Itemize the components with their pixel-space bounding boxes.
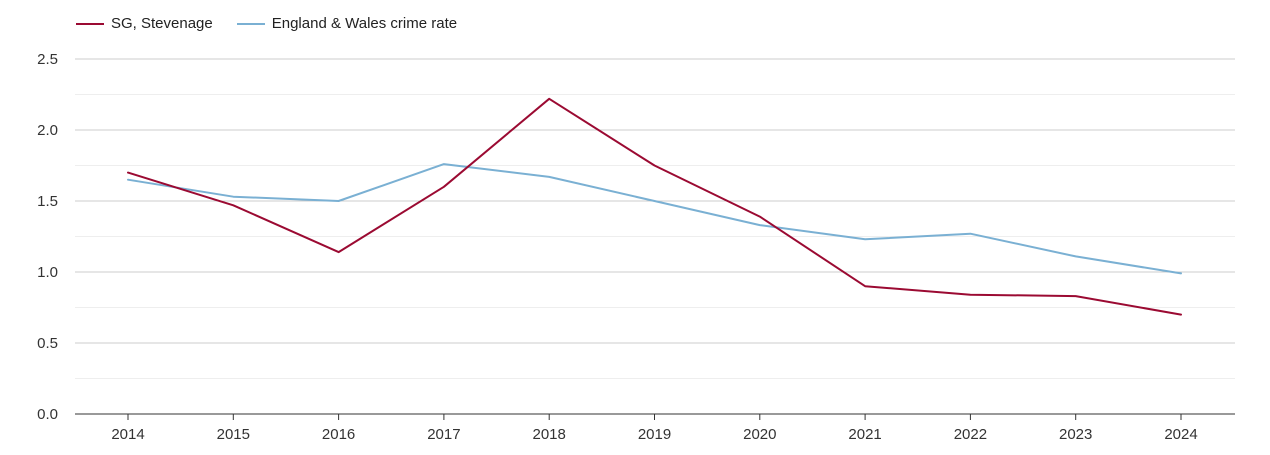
data-point-stevenage[interactable] bbox=[333, 246, 345, 258]
axis-layer: 0.0 0.5 1.0 1.5 2.0 2.5 2014 2015 2016 2017 2018 20… bbox=[37, 51, 1198, 443]
data-point-stevenage[interactable] bbox=[964, 289, 976, 301]
x-tick-label: 2021 bbox=[848, 426, 881, 443]
y-tick-label: 0.0 bbox=[37, 406, 58, 423]
data-point-england-wales[interactable] bbox=[333, 195, 345, 207]
data-point-stevenage[interactable] bbox=[438, 181, 450, 193]
x-tick-label: 2020 bbox=[743, 426, 776, 443]
y-tick-label: 1.5 bbox=[37, 193, 58, 210]
x-tick-label: 2019 bbox=[638, 426, 671, 443]
data-point-stevenage[interactable] bbox=[227, 199, 239, 211]
data-point-stevenage[interactable] bbox=[754, 211, 766, 223]
x-tick-label: 2015 bbox=[217, 426, 250, 443]
data-point-england-wales[interactable] bbox=[1175, 267, 1187, 279]
series-layer bbox=[122, 93, 1187, 321]
data-point-stevenage[interactable] bbox=[122, 167, 134, 179]
legend-item-england-wales[interactable]: England & Wales crime rate bbox=[236, 15, 458, 32]
x-tick-label: 2024 bbox=[1164, 426, 1197, 443]
data-point-england-wales[interactable] bbox=[1070, 250, 1082, 262]
data-point-stevenage[interactable] bbox=[1070, 290, 1082, 302]
legend: SG, Stevenage England & Wales crime rate bbox=[76, 15, 481, 32]
data-point-stevenage[interactable] bbox=[649, 160, 661, 172]
grid-layer bbox=[75, 58, 1235, 415]
x-tick-label: 2016 bbox=[322, 426, 355, 443]
x-tick-label: 2018 bbox=[533, 426, 566, 443]
data-point-england-wales[interactable] bbox=[859, 233, 871, 245]
y-tick-label: 2.0 bbox=[37, 122, 58, 139]
data-point-stevenage[interactable] bbox=[543, 93, 555, 105]
series-line-england-wales[interactable] bbox=[127, 163, 1182, 275]
legend-swatch-england-wales bbox=[236, 22, 265, 25]
data-point-stevenage[interactable] bbox=[859, 280, 871, 292]
y-tick-label: 1.0 bbox=[37, 264, 58, 281]
data-point-england-wales[interactable] bbox=[543, 171, 555, 183]
data-point-england-wales[interactable] bbox=[649, 195, 661, 207]
data-point-england-wales[interactable] bbox=[438, 158, 450, 170]
y-tick-label: 2.5 bbox=[37, 51, 58, 68]
legend-item-stevenage[interactable]: SG, Stevenage bbox=[76, 15, 213, 32]
y-tick-label: 0.5 bbox=[37, 335, 58, 352]
series-line-stevenage[interactable] bbox=[127, 97, 1182, 316]
legend-label-stevenage: SG, Stevenage bbox=[111, 15, 213, 32]
x-tick-label: 2022 bbox=[954, 426, 987, 443]
data-point-england-wales[interactable] bbox=[964, 228, 976, 240]
x-tick-label: 2017 bbox=[427, 426, 460, 443]
legend-label-england-wales: England & Wales crime rate bbox=[271, 15, 458, 32]
x-tick-label: 2014 bbox=[111, 426, 144, 443]
legend-swatch-stevenage bbox=[76, 22, 104, 25]
x-tick-label: 2023 bbox=[1059, 426, 1092, 443]
data-point-stevenage[interactable] bbox=[1175, 309, 1187, 321]
